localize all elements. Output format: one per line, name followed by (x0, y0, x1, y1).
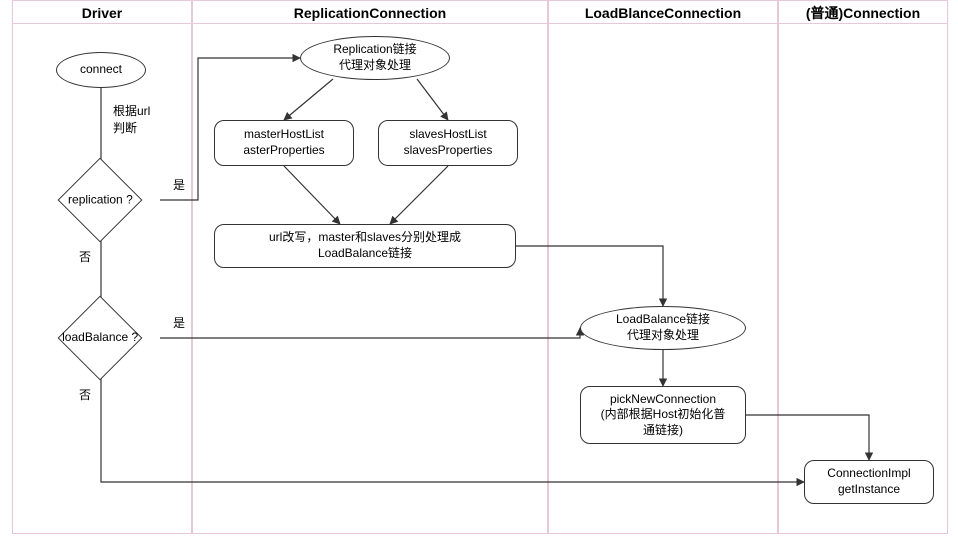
edge-label-lb-no: 否 (78, 386, 92, 403)
edge-label-repl-no: 否 (78, 248, 92, 265)
node-url-rewrite: url改写，master和slaves分别处理成 LoadBalance链接 (214, 224, 516, 268)
lane-header-loadbalance: LoadBlanceConnection (548, 0, 778, 24)
node-slaves-list: slavesHostList slavesProperties (378, 120, 518, 166)
lane-header-driver: Driver (12, 0, 192, 24)
node-conn-impl: ConnectionImpl getInstance (804, 460, 934, 504)
lane-header-connection: (普通)Connection (778, 0, 948, 24)
node-pick-new: pickNewConnection (内部根据Host初始化普 通链接) (580, 386, 746, 444)
edge-label-repl-yes: 是 (172, 176, 186, 193)
lane-body-driver (12, 24, 192, 534)
lane-body-replication (192, 24, 548, 534)
edge-label-lb-yes: 是 (172, 314, 186, 331)
node-master-list: masterHostList asterProperties (214, 120, 354, 166)
lane-body-connection (778, 24, 948, 534)
lane-body-loadbalance (548, 24, 778, 534)
lane-header-replication: ReplicationConnection (192, 0, 548, 24)
edge-label-url: 根据url 判断 (112, 102, 151, 136)
node-repl-proxy: Replication链接 代理对象处理 (300, 36, 450, 80)
node-connect: connect (56, 52, 146, 88)
node-lb-proxy: LoadBalance链接 代理对象处理 (580, 306, 746, 350)
node-replication-q-label: replication ? (68, 192, 133, 208)
node-loadbalance-q-label: loadBalance ? (62, 330, 138, 346)
